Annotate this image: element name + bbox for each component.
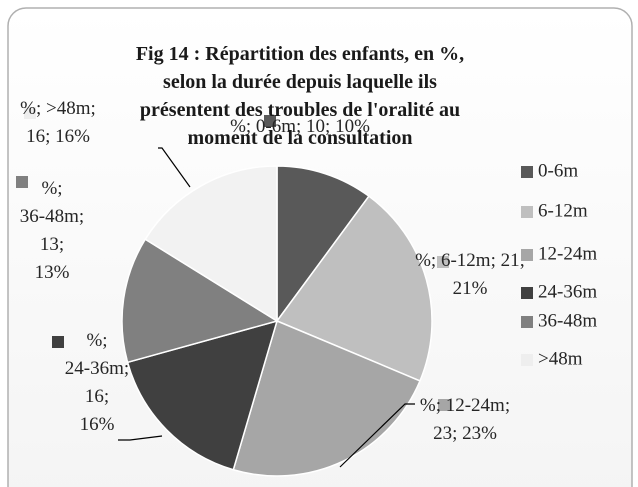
data-label: %; >48m; 16; 16% (20, 98, 96, 147)
data-label: %; 0-6m; 10; 10% (230, 116, 370, 137)
leader-lines (118, 147, 415, 468)
pie (121, 165, 433, 477)
pie-slice (121, 238, 279, 364)
label-key (264, 115, 276, 127)
data-label: %; 6-12m; 21; 21% (415, 250, 525, 299)
label-key (16, 176, 28, 188)
text-line: 24-36m; (65, 358, 129, 379)
text-line: 21% (453, 278, 488, 299)
pie-slice (144, 165, 278, 323)
legend-label: 12-24m (538, 243, 597, 264)
text-line: 23; 23% (433, 423, 497, 444)
text-line: 16; (85, 386, 109, 407)
pie-slice (275, 195, 433, 382)
label-key (24, 107, 36, 119)
text-line: 13; (40, 234, 64, 255)
legend: 0-6m 6-12m 12-24m 24-36m 36-48m >48m (521, 160, 597, 369)
legend-key (521, 287, 533, 299)
data-label: %; 24-36m; 16; 16% (65, 330, 129, 435)
legend-key (521, 249, 533, 261)
legend-label: 24-36m (538, 281, 597, 302)
text-line: %; (41, 178, 62, 199)
legend-label: 0-6m (538, 160, 578, 181)
text-line: %; 12-24m; (420, 395, 510, 416)
legend-key (521, 206, 533, 218)
text-line: 16; 16% (26, 126, 90, 147)
pie-slice (276, 165, 370, 324)
text-line: %; 6-12m; 21; (415, 250, 525, 271)
leader-line (339, 403, 415, 468)
text-line: %; 0-6m; 10; 10% (230, 116, 370, 137)
data-labels: %; 0-6m; 10; 10% %; 6-12m; 21; 21% %; 12-24… (16, 98, 525, 444)
label-key (437, 256, 449, 268)
pie-slice (126, 319, 279, 471)
text-line: 13% (35, 262, 70, 283)
data-label: %; 12-24m; 23; 23% (420, 395, 510, 444)
legend-key (521, 316, 533, 328)
text-line: Fig 14 : Répartition des enfants, en %, (136, 43, 464, 65)
legend-key (521, 354, 533, 366)
legend-key (521, 166, 533, 178)
text-line: présentent des troubles de l'oralité au (140, 99, 460, 121)
legend-label: >48m (538, 348, 583, 369)
text-line: 36-48m; (20, 206, 84, 227)
label-key (438, 399, 450, 411)
text-line: moment de la consultation (188, 127, 413, 149)
legend-label: 6-12m (538, 200, 588, 221)
data-label: %; 36-48m; 13; 13% (20, 178, 84, 283)
pie-slice (232, 319, 421, 477)
label-key (52, 336, 64, 348)
text-line: selon la durée depuis laquelle ils (163, 71, 437, 93)
chart-title: Fig 14 : Répartition des enfants, en %, s… (136, 43, 464, 149)
legend-label: 36-48m (538, 310, 597, 331)
text-line: %; (86, 330, 107, 351)
leader-line (158, 147, 191, 188)
text-line: 16% (80, 414, 115, 435)
text-line: %; >48m; (20, 98, 96, 119)
leader-line (118, 435, 163, 441)
